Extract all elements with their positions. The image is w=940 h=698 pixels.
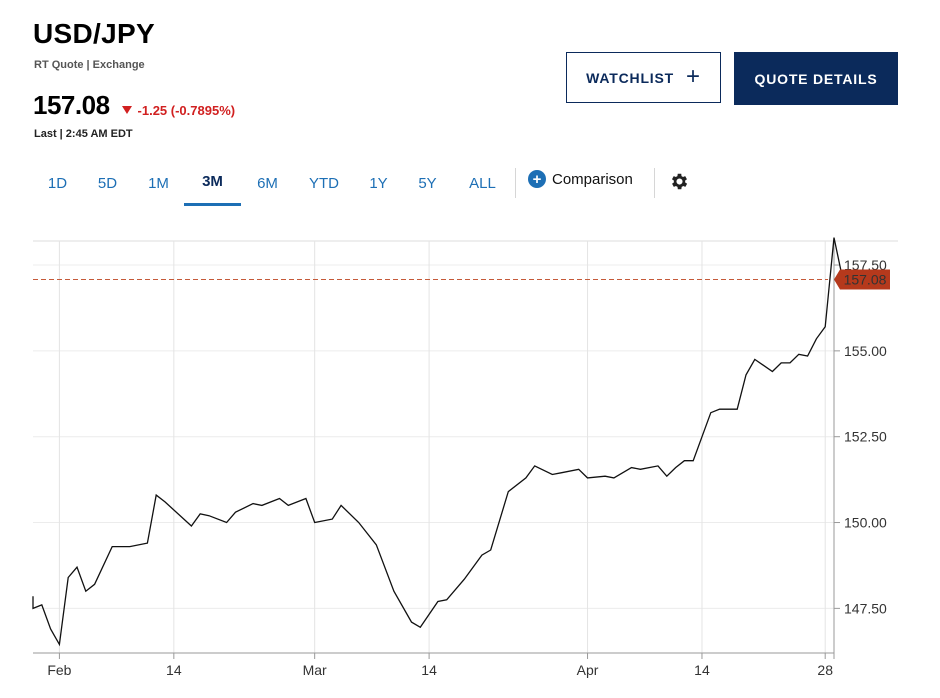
range-tabs: 1D 5D 1M 3M 6M YTD 1Y 5Y ALL xyxy=(33,162,513,206)
y-tick-label: 157.50 xyxy=(844,257,887,273)
x-tick-label: 14 xyxy=(166,662,182,678)
tab-3m[interactable]: 3M xyxy=(184,162,241,206)
x-tick-label: 28 xyxy=(817,662,833,678)
y-tick-label: 147.50 xyxy=(844,600,887,616)
comparison-button[interactable]: + Comparison xyxy=(528,170,633,188)
last-price-tag xyxy=(834,269,890,290)
last-price: 157.08 xyxy=(33,90,110,120)
tab-6m[interactable]: 6M xyxy=(257,174,278,192)
gear-icon[interactable] xyxy=(669,171,690,192)
tab-divider xyxy=(515,168,516,198)
price-change: -1.25 (-0.7895%) xyxy=(121,102,236,118)
tab-ytd[interactable]: YTD xyxy=(309,174,339,192)
x-tick-label: Apr xyxy=(577,662,599,678)
y-tick-label: 152.50 xyxy=(844,429,887,445)
x-tick-label: 14 xyxy=(694,662,710,678)
x-tick-label: Feb xyxy=(47,662,71,678)
watchlist-button[interactable]: WATCHLIST + xyxy=(566,52,721,103)
price-chart: 147.50 150.00 152.50 155.00 157.50 Feb 14 Mar 14… xyxy=(32,237,898,678)
x-tick-label: Mar xyxy=(303,662,327,678)
tab-5d[interactable]: 5D xyxy=(97,174,118,192)
quote-details-button[interactable]: QUOTE DETAILS xyxy=(734,52,898,105)
plus-circle-icon: + xyxy=(528,170,546,188)
tab-1d[interactable]: 1D xyxy=(47,174,68,192)
last-price-tag-label: 157.08 xyxy=(844,271,887,287)
last-update-time: Last | 2:45 AM EDT xyxy=(34,128,133,140)
tab-1y[interactable]: 1Y xyxy=(369,174,388,192)
down-arrow-icon xyxy=(121,106,132,114)
y-tick-label: 150.00 xyxy=(844,515,887,531)
watchlist-label: WATCHLIST xyxy=(586,69,674,86)
tab-1m[interactable]: 1M xyxy=(148,174,169,192)
price-change-value: -1.25 (-0.7895%) xyxy=(137,102,236,118)
ticker-symbol: USD/JPY xyxy=(33,18,155,49)
plus-icon: + xyxy=(686,62,701,90)
tab-all[interactable]: ALL xyxy=(469,174,496,192)
tab-divider xyxy=(654,168,655,198)
y-tick-label: 155.00 xyxy=(844,343,887,359)
x-tick-label: 14 xyxy=(421,662,437,678)
quote-source: RT Quote | Exchange xyxy=(34,59,145,71)
comparison-label: Comparison xyxy=(552,170,633,188)
price-row: 157.08 -1.25 (-0.7895%) xyxy=(33,90,235,121)
tab-5y[interactable]: 5Y xyxy=(418,174,437,192)
price-series-line xyxy=(32,237,844,647)
